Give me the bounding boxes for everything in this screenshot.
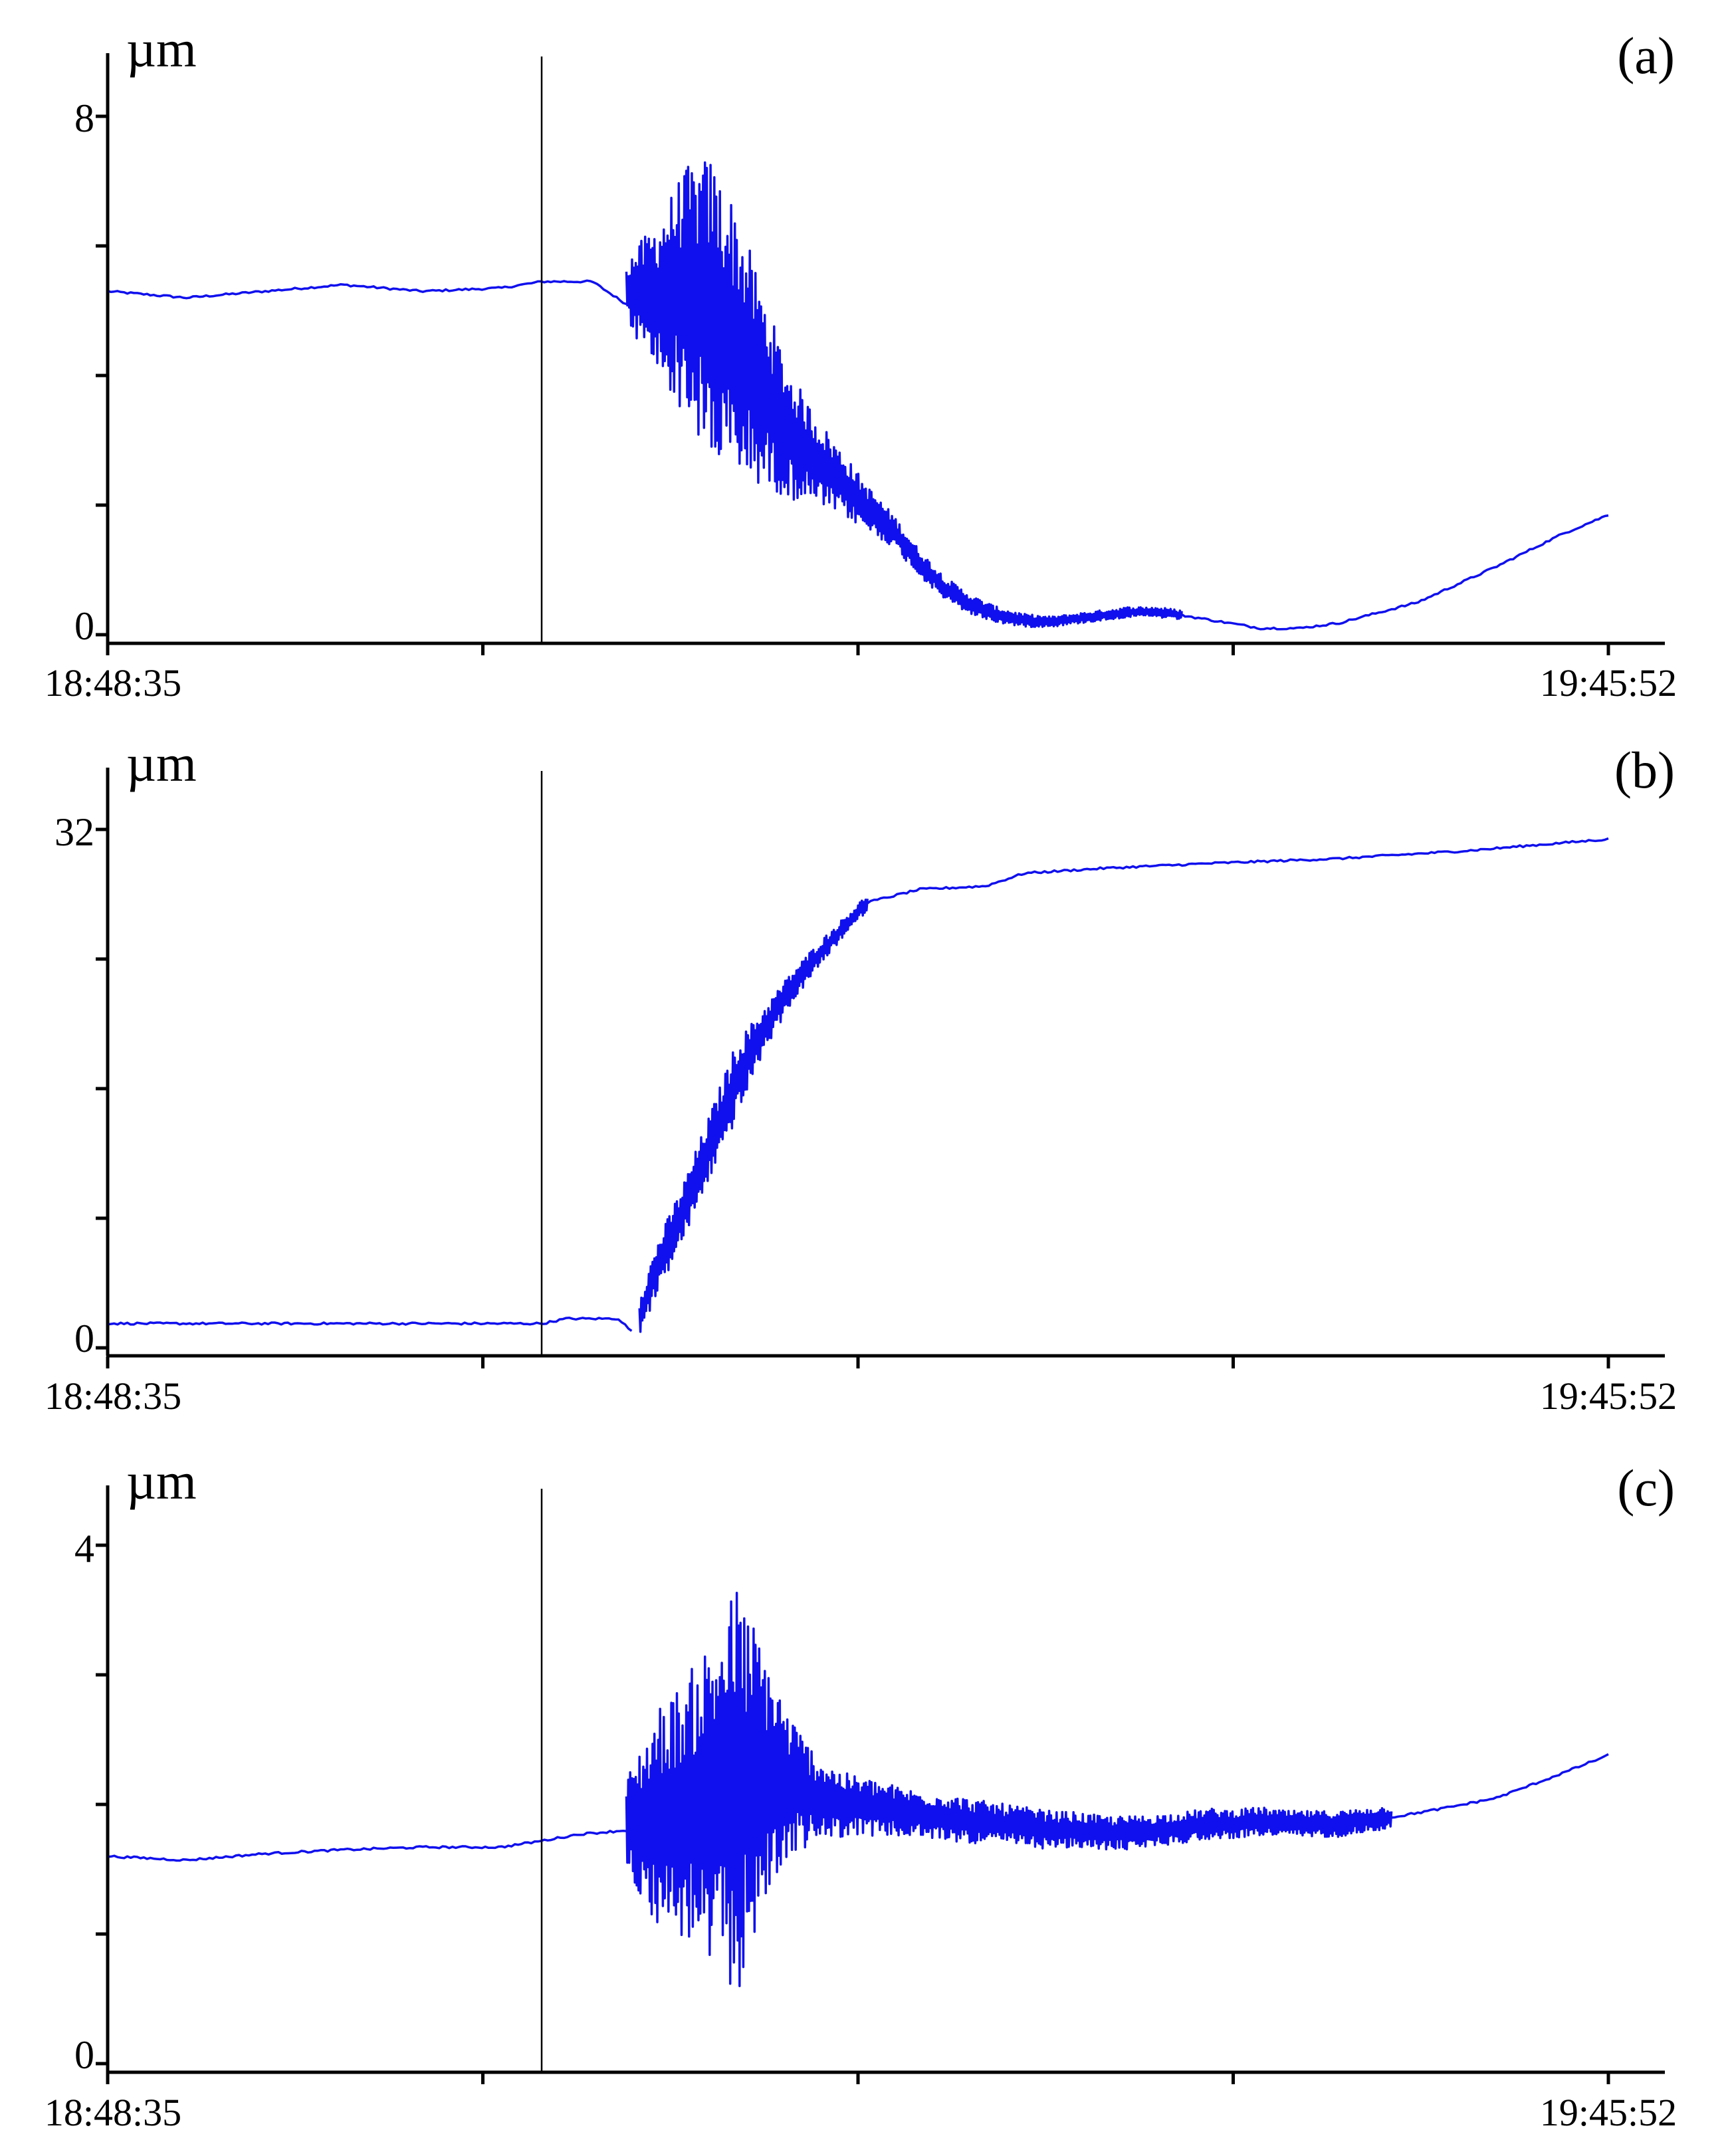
x-tick-label-b-start: 18:48:35 <box>45 1374 181 1418</box>
y-tick-label-b-bottom: 0 <box>74 1317 94 1360</box>
panel-label-b: (b) <box>1614 741 1675 799</box>
panel-a: µm (a) 8 0 18:48:35 19:45:52 <box>45 20 1677 704</box>
y-tick-label-a-top: 8 <box>74 96 94 140</box>
panel-b: µm (b) 32 0 18:48:35 19:45:52 <box>45 734 1677 1418</box>
y-unit-label-c: µm <box>126 1452 197 1510</box>
ticks-a <box>96 114 1610 655</box>
series-group-b <box>107 837 1609 1333</box>
ticks-b <box>96 827 1610 1368</box>
series-line-a-2 <box>1181 514 1609 631</box>
panel-label-c: (c) <box>1617 1459 1675 1517</box>
series-line-b-1 <box>638 899 869 1333</box>
x-tick-label-c-end: 19:45:52 <box>1540 2091 1677 2134</box>
y-tick-label-b-top: 32 <box>54 810 94 854</box>
series-group-c <box>107 1592 1609 1987</box>
panel-label-a: (a) <box>1617 27 1675 84</box>
y-tick-label-a-bottom: 0 <box>74 604 94 648</box>
x-tick-label-c-start: 18:48:35 <box>45 2091 181 2134</box>
y-tick-label-c-top: 4 <box>74 1527 94 1570</box>
series-line-c-1 <box>625 1592 1393 1987</box>
series-line-c-2 <box>1391 1753 1609 1819</box>
panel-c: µm (c) 4 0 18:48:35 19:45:52 <box>45 1452 1677 2134</box>
series-line-a-1 <box>625 161 1183 628</box>
series-group-a <box>107 161 1609 631</box>
x-tick-label-b-end: 19:45:52 <box>1540 1374 1677 1418</box>
x-tick-label-a-end: 19:45:52 <box>1540 661 1677 704</box>
series-line-b-2 <box>867 837 1609 905</box>
series-line-b-0 <box>107 1317 633 1332</box>
y-unit-label-a: µm <box>126 20 197 78</box>
ticks-c <box>96 1543 1610 2084</box>
series-line-a-0 <box>107 279 627 306</box>
x-tick-label-a-start: 18:48:35 <box>45 661 181 704</box>
y-unit-label-b: µm <box>126 734 197 792</box>
series-line-c-0 <box>107 1830 627 1862</box>
y-tick-label-c-bottom: 0 <box>74 2033 94 2077</box>
